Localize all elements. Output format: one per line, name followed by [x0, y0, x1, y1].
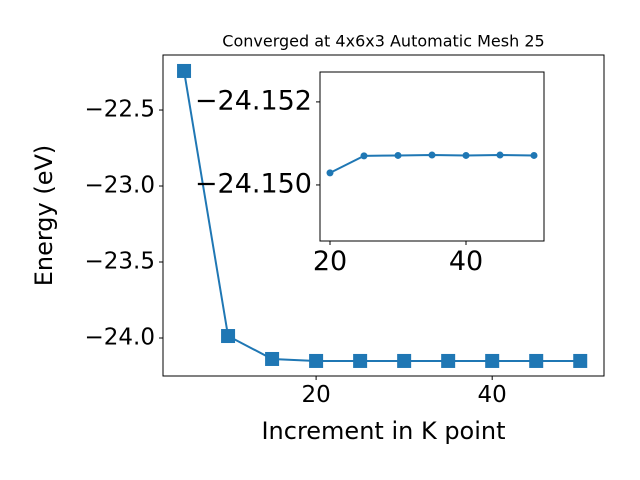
marker [441, 353, 456, 368]
x-tick-label: 20 [301, 382, 330, 408]
marker [265, 351, 280, 366]
x-tick-label: 20 [313, 246, 347, 277]
marker [530, 151, 538, 159]
y-tick-label: −22.5 [85, 97, 155, 123]
marker [177, 63, 192, 78]
data-line [183, 70, 581, 362]
marker [326, 169, 334, 177]
marker [360, 152, 368, 160]
chart-title: Converged at 4x6x3 Automatic Mesh 25 [222, 32, 544, 51]
marker [428, 151, 436, 159]
marker [397, 353, 412, 368]
x-axis-label: Increment in K point [261, 417, 505, 445]
y-tick-label: −24.0 [85, 325, 155, 351]
x-tick-label: 40 [478, 382, 507, 408]
marker [309, 353, 324, 368]
marker [353, 353, 368, 368]
marker [394, 151, 402, 159]
x-tick-label: 40 [449, 246, 483, 277]
marker [462, 151, 470, 159]
y-tick-label: −23.5 [85, 249, 155, 275]
y-tick-label: −24.152 [195, 85, 312, 116]
y-tick-label: −23.0 [85, 173, 155, 199]
marker [573, 353, 588, 368]
marker [529, 353, 544, 368]
marker [485, 353, 500, 368]
marker [496, 151, 504, 159]
y-axis-label: Energy (eV) [30, 145, 58, 287]
marker [221, 329, 236, 344]
y-tick-label: −24.150 [195, 168, 312, 199]
